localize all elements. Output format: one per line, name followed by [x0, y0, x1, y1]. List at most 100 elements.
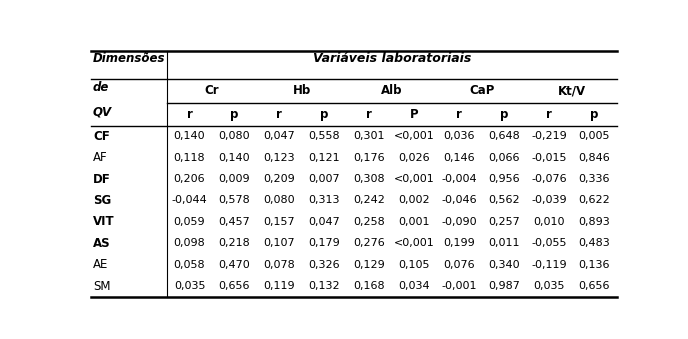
Text: r: r [186, 108, 193, 121]
Text: 0,168: 0,168 [354, 281, 385, 291]
Text: 0,047: 0,047 [264, 131, 295, 141]
Text: r: r [546, 108, 552, 121]
Text: 0,648: 0,648 [488, 131, 520, 141]
Text: 0,656: 0,656 [219, 281, 250, 291]
Text: 0,036: 0,036 [444, 131, 475, 141]
Text: -0,055: -0,055 [531, 238, 567, 248]
Text: 0,313: 0,313 [309, 195, 340, 205]
Text: 0,562: 0,562 [488, 195, 520, 205]
Text: -0,119: -0,119 [531, 260, 567, 270]
Text: p: p [500, 108, 508, 121]
Text: 0,026: 0,026 [398, 153, 430, 163]
Text: 0,105: 0,105 [398, 260, 430, 270]
Text: -0,219: -0,219 [531, 131, 567, 141]
Text: 0,578: 0,578 [219, 195, 250, 205]
Text: 0,121: 0,121 [308, 153, 340, 163]
Text: 0,846: 0,846 [578, 153, 610, 163]
Text: 0,218: 0,218 [219, 238, 250, 248]
Text: 0,058: 0,058 [173, 260, 205, 270]
Text: AF: AF [93, 151, 107, 164]
Text: QV: QV [93, 105, 112, 118]
Text: -0,090: -0,090 [442, 217, 477, 227]
Text: 0,242: 0,242 [354, 195, 385, 205]
Text: 0,080: 0,080 [219, 131, 250, 141]
Text: 0,132: 0,132 [308, 281, 340, 291]
Text: <0,001: <0,001 [394, 131, 435, 141]
Text: 0,107: 0,107 [264, 238, 295, 248]
Text: <0,001: <0,001 [394, 238, 435, 248]
Text: 0,140: 0,140 [219, 153, 250, 163]
Text: 0,035: 0,035 [533, 281, 565, 291]
Text: AS: AS [93, 237, 111, 250]
Text: CF: CF [93, 130, 109, 143]
Text: 0,001: 0,001 [398, 217, 430, 227]
Text: 0,179: 0,179 [308, 238, 341, 248]
Text: de: de [93, 81, 109, 94]
Text: VIT: VIT [93, 215, 115, 228]
Text: 0,276: 0,276 [354, 238, 385, 248]
Text: 0,123: 0,123 [264, 153, 295, 163]
Text: 0,308: 0,308 [354, 174, 385, 184]
Text: 0,326: 0,326 [308, 260, 340, 270]
Text: -0,044: -0,044 [171, 195, 207, 205]
Text: 0,078: 0,078 [264, 260, 295, 270]
Text: 0,005: 0,005 [579, 131, 610, 141]
Text: 0,956: 0,956 [488, 174, 520, 184]
Text: 0,893: 0,893 [578, 217, 610, 227]
Text: 0,622: 0,622 [578, 195, 610, 205]
Text: 0,076: 0,076 [443, 260, 475, 270]
Text: SG: SG [93, 194, 111, 207]
Text: 0,558: 0,558 [308, 131, 340, 141]
Text: 0,080: 0,080 [264, 195, 295, 205]
Text: 0,470: 0,470 [219, 260, 250, 270]
Text: 0,007: 0,007 [308, 174, 340, 184]
Text: 0,010: 0,010 [533, 217, 565, 227]
Text: -0,076: -0,076 [531, 174, 567, 184]
Text: DF: DF [93, 173, 111, 185]
Text: r: r [456, 108, 462, 121]
Text: Variáveis laboratoriais: Variáveis laboratoriais [312, 53, 471, 65]
Text: SM: SM [93, 280, 111, 293]
Text: 0,118: 0,118 [173, 153, 205, 163]
Text: -0,004: -0,004 [442, 174, 477, 184]
Text: 0,301: 0,301 [354, 131, 385, 141]
Text: 0,199: 0,199 [443, 238, 475, 248]
Text: p: p [230, 108, 239, 121]
Text: 0,136: 0,136 [579, 260, 610, 270]
Text: 0,119: 0,119 [264, 281, 295, 291]
Text: <0,001: <0,001 [394, 174, 435, 184]
Text: 0,157: 0,157 [264, 217, 295, 227]
Text: -0,046: -0,046 [442, 195, 477, 205]
Text: 0,146: 0,146 [443, 153, 475, 163]
Text: 0,034: 0,034 [398, 281, 430, 291]
Text: 0,059: 0,059 [173, 217, 205, 227]
Text: -0,015: -0,015 [531, 153, 567, 163]
Text: P: P [410, 108, 418, 121]
Text: AE: AE [93, 258, 108, 271]
Text: 0,140: 0,140 [173, 131, 205, 141]
Text: 0,098: 0,098 [173, 238, 206, 248]
Text: 0,206: 0,206 [173, 174, 205, 184]
Text: 0,209: 0,209 [264, 174, 295, 184]
Text: p: p [320, 108, 329, 121]
Text: -0,039: -0,039 [531, 195, 567, 205]
Text: 0,002: 0,002 [398, 195, 430, 205]
Text: Hb: Hb [293, 84, 311, 97]
Text: 0,258: 0,258 [354, 217, 385, 227]
Text: Cr: Cr [205, 84, 219, 97]
Text: 0,987: 0,987 [488, 281, 520, 291]
Text: Kt/V: Kt/V [557, 84, 585, 97]
Text: r: r [367, 108, 372, 121]
Text: p: p [590, 108, 599, 121]
Text: 0,336: 0,336 [579, 174, 610, 184]
Text: CaP: CaP [469, 84, 495, 97]
Text: r: r [277, 108, 282, 121]
Text: Alb: Alb [381, 84, 402, 97]
Text: 0,656: 0,656 [579, 281, 610, 291]
Text: 0,129: 0,129 [354, 260, 385, 270]
Text: 0,176: 0,176 [354, 153, 385, 163]
Text: 0,047: 0,047 [308, 217, 341, 227]
Text: -0,001: -0,001 [442, 281, 477, 291]
Text: 0,257: 0,257 [488, 217, 520, 227]
Text: 0,340: 0,340 [488, 260, 520, 270]
